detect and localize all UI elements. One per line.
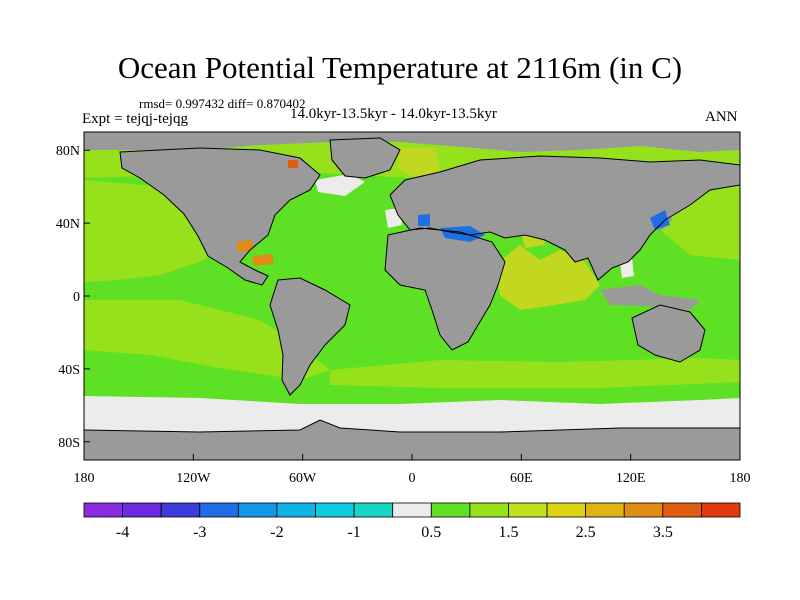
experiment-label: Expt = tejqj-tejqg — [82, 111, 188, 127]
land-africa — [385, 228, 505, 350]
colorbar-swatch — [276, 502, 316, 518]
ocean-field-yellow — [398, 148, 440, 178]
lat-tick-label: 80S — [58, 436, 80, 451]
land-arctic — [84, 132, 740, 152]
season-label: ANN — [705, 109, 738, 125]
colorbar-swatch — [430, 502, 471, 518]
ocean-field-white — [315, 174, 365, 196]
lat-tick-label: 40S — [58, 363, 80, 378]
colorbar-swatch — [199, 502, 239, 518]
land-north-america — [120, 148, 320, 285]
land-greenland — [330, 138, 400, 178]
land-antarctica — [84, 420, 740, 460]
lon-tick-label: 60E — [510, 471, 533, 486]
colorbar-label: 1.5 — [498, 524, 518, 541]
colorbar-label: 3.5 — [653, 524, 673, 541]
lon-tick-label: 180 — [730, 471, 751, 486]
plot-title: Ocean Potential Temperature at 2116m (in… — [117, 50, 683, 85]
colorbar-label: 2.5 — [576, 524, 596, 541]
coastlines — [84, 137, 740, 433]
colorbar-swatch — [508, 502, 548, 518]
land-south-america — [270, 278, 350, 395]
land-australia — [632, 305, 705, 362]
anomaly-blue-mediterranean — [418, 214, 430, 226]
lat-tick-label: 0 — [73, 290, 80, 305]
land-eurasia — [390, 156, 740, 280]
map-panel — [84, 132, 740, 460]
lat-tick-label: 80N — [56, 144, 80, 159]
colorbar-swatch — [585, 502, 625, 518]
lon-tick-label: 120W — [176, 471, 211, 486]
lon-tick-label: 60W — [289, 471, 317, 486]
colorbar-label: -2 — [270, 524, 283, 541]
lon-tick-label: 0 — [409, 471, 416, 486]
ocean-field-lightgreen — [84, 300, 330, 380]
colorbar-swatch — [237, 502, 278, 518]
colorbar-swatch — [83, 502, 123, 518]
ocean-field-white — [84, 396, 740, 432]
colorbar: -4 -3 -2 -1 0.5 1.5 2.5 3.5 — [83, 502, 741, 541]
anomaly-orange-caribbean — [252, 254, 274, 266]
colorbar-swatch — [353, 502, 394, 518]
colorbar-swatch — [546, 502, 587, 518]
colorbar-swatch — [469, 502, 509, 518]
anomaly-orange-gulf — [236, 240, 254, 252]
colorbar-swatch — [623, 502, 664, 518]
colorbar-swatch — [122, 502, 162, 518]
latitude-axis: 80N 40N 0 40S 80S — [56, 144, 90, 451]
lat-tick-label: 40N — [56, 217, 80, 232]
lon-tick-label: 120E — [616, 471, 646, 486]
land-maritime-asia — [600, 285, 700, 310]
colorbar-label: -4 — [116, 524, 129, 541]
colorbar-label: -1 — [347, 524, 360, 541]
longitude-axis: 180 120W 60W 0 60E 120E 180 — [74, 454, 751, 486]
lon-tick-label: 180 — [74, 471, 95, 486]
colorbar-swatch — [315, 502, 355, 518]
colorbar-swatch — [392, 502, 432, 518]
period-label: 14.0kyr-13.5kyr - 14.0kyr-13.5kyr — [290, 106, 497, 122]
colorbar-swatch — [701, 502, 741, 518]
colorbar-label: -3 — [193, 524, 206, 541]
ocean-field-lightgreen — [330, 358, 740, 388]
anomaly-orange-arctic — [288, 160, 298, 168]
anomaly-blue-japan-sea — [650, 210, 670, 230]
stats-label: rmsd= 0.997432 diff= 0.870402 — [139, 96, 306, 111]
colorbar-swatch — [160, 502, 201, 518]
colorbar-swatch — [662, 502, 702, 518]
colorbar-label: 0.5 — [421, 524, 441, 541]
